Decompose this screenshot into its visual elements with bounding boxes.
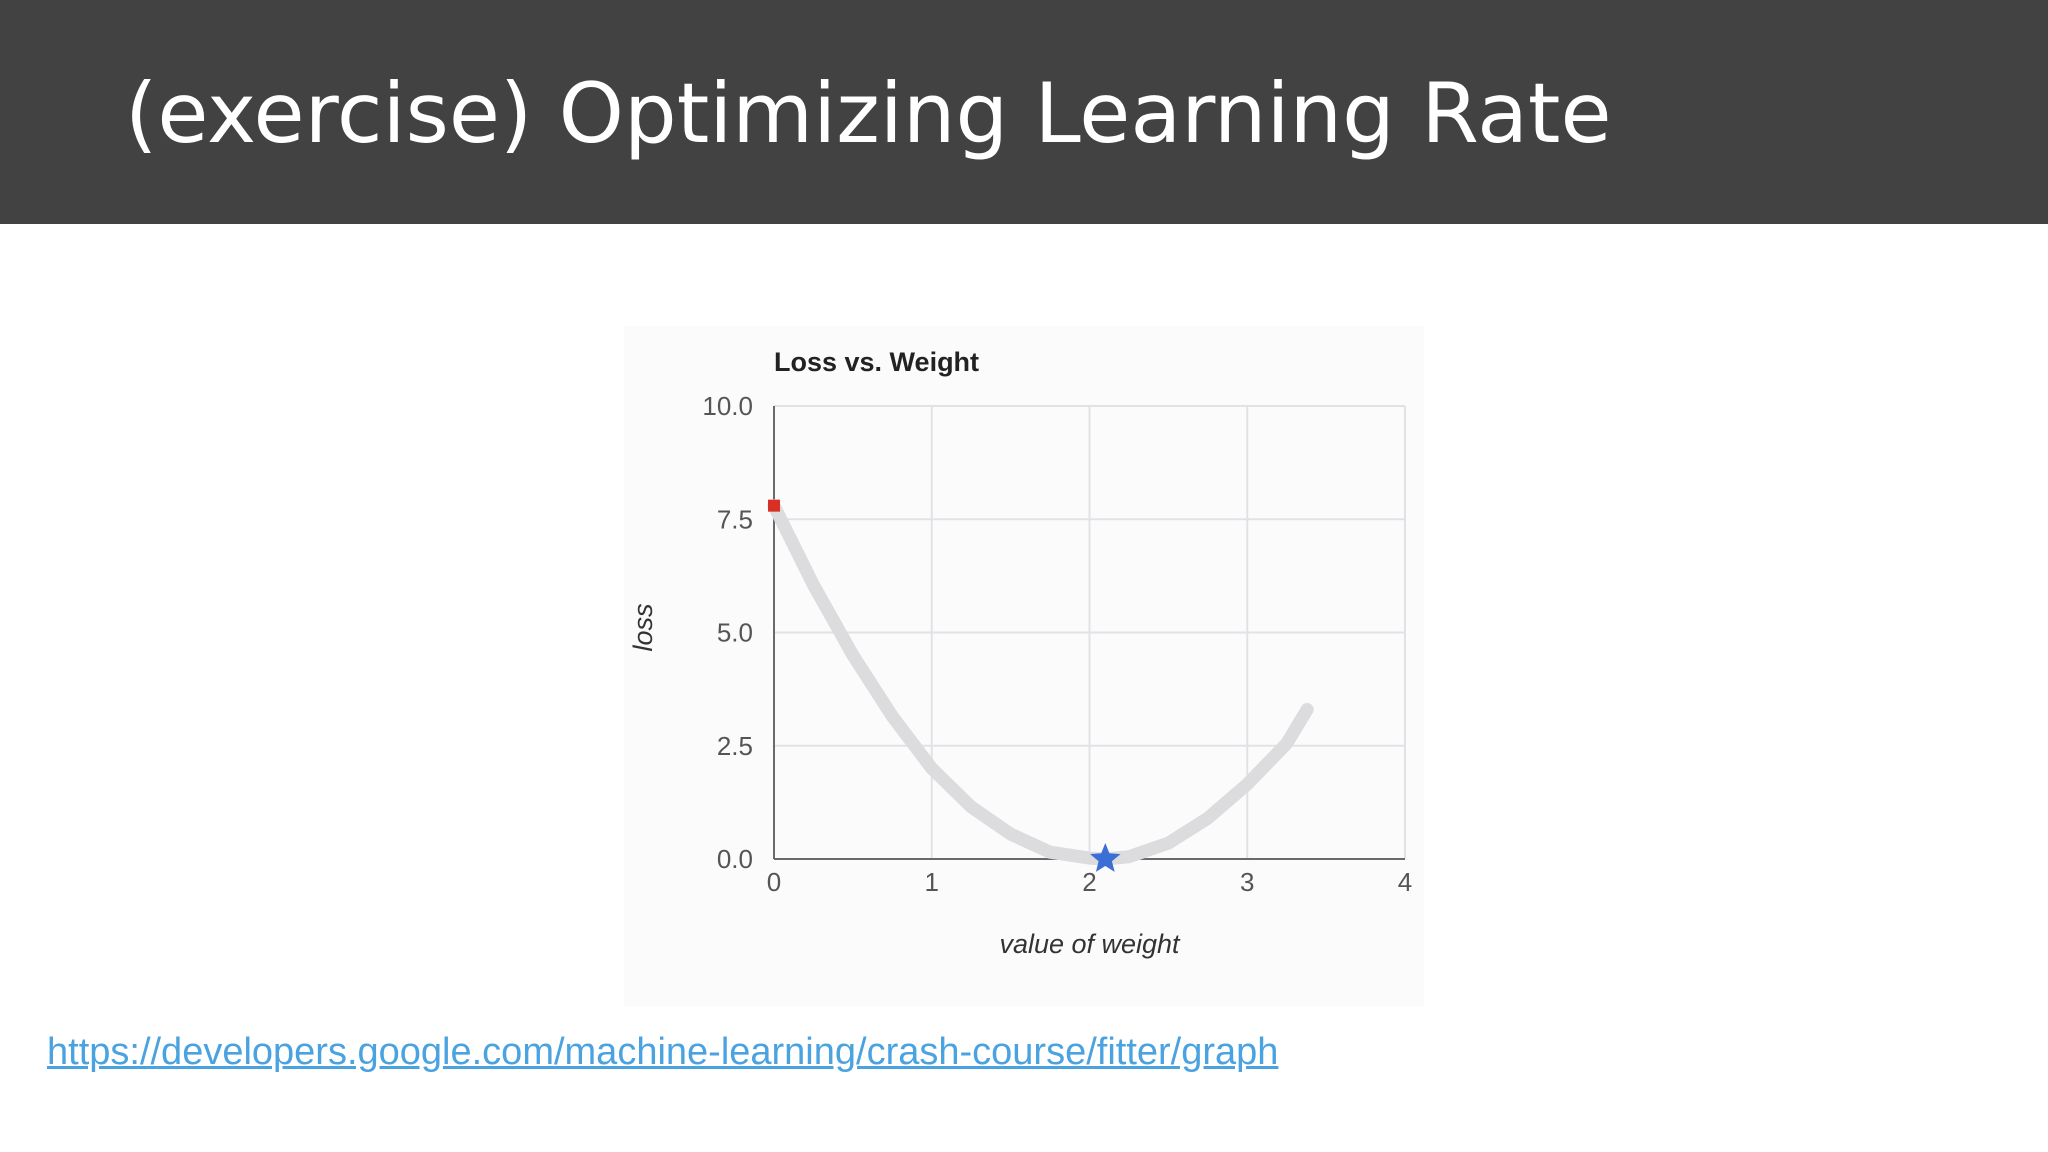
x-tick-label: 3	[1240, 867, 1254, 897]
chart-labels: 0 1 2 3 4 0.0 2.5 5.0 7.5 10.0 Loss vs. Weight valu…	[628, 347, 1412, 959]
y-tick-label: 0.0	[717, 844, 753, 874]
loss-curve	[767, 499, 1314, 866]
chart-title: Loss vs. Weight	[774, 347, 979, 377]
x-tick-label: 2	[1082, 867, 1096, 897]
x-tick-label: 1	[925, 867, 939, 897]
chart-markers	[768, 499, 1121, 872]
x-tick-label: 4	[1398, 867, 1412, 897]
y-tick-label: 5.0	[717, 618, 753, 648]
start-point-marker	[768, 499, 780, 512]
y-axis-label: loss	[628, 603, 658, 651]
chart-panel	[624, 326, 1424, 1006]
x-tick-label: 0	[767, 867, 781, 897]
slide-title: (exercise) Optimizing Learning Rate	[125, 65, 1612, 162]
y-tick-label: 2.5	[717, 731, 753, 761]
minimum-star-marker	[1090, 843, 1121, 872]
header-bar: (exercise) Optimizing Learning Rate	[0, 0, 2048, 224]
source-link[interactable]: https://developers.google.com/machine-le…	[47, 1031, 1279, 1073]
x-axis-label: value of weight	[999, 929, 1181, 959]
chart-series	[767, 499, 1314, 866]
y-tick-label: 10.0	[702, 391, 753, 421]
chart-grid	[774, 405, 1406, 859]
y-tick-label: 7.5	[717, 504, 753, 534]
